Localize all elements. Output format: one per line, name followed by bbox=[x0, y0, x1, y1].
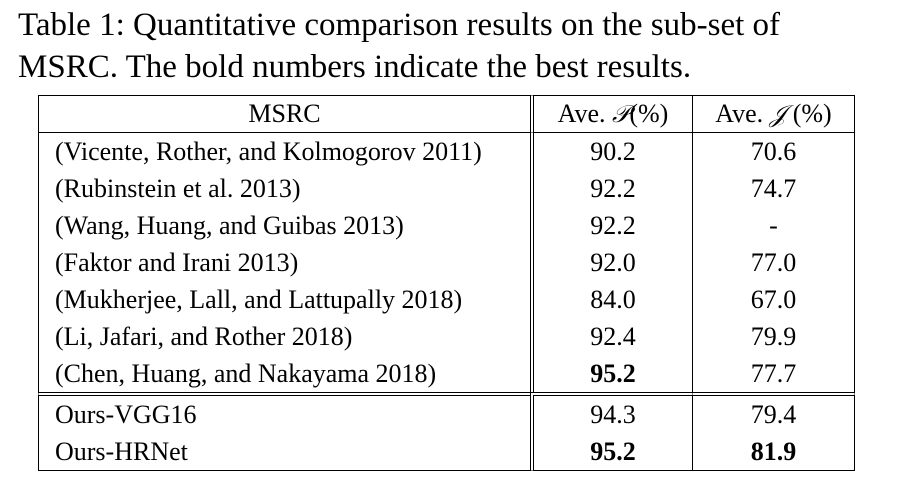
cell-precision: 84.0 bbox=[530, 281, 692, 318]
cell-jaccard: 81.9 bbox=[692, 433, 855, 471]
cell-precision: 90.2 bbox=[530, 133, 692, 170]
cell-jaccard: 79.9 bbox=[692, 318, 855, 355]
cell-method: (Li, Jafari, and Rother 2018) bbox=[38, 318, 530, 355]
cell-precision: 92.2 bbox=[530, 170, 692, 207]
table-row: (Rubinstein et al. 2013) 92.2 74.7 bbox=[38, 170, 855, 207]
cell-precision: 95.2 bbox=[530, 433, 692, 471]
header-jaccard-symbol: 𝒥 bbox=[769, 100, 787, 128]
cell-method: (Vicente, Rother, and Kolmogorov 2011) bbox=[38, 133, 530, 170]
caption-line-1: Table 1: Quantitative comparison results… bbox=[18, 7, 781, 43]
header-jaccard-prefix: Ave. bbox=[715, 99, 770, 128]
header-precision: Ave. 𝒫(%) bbox=[530, 95, 692, 133]
cell-jaccard: 79.4 bbox=[692, 392, 855, 433]
header-method: MSRC bbox=[38, 95, 530, 133]
cell-jaccard: 77.7 bbox=[692, 355, 855, 392]
cell-method: Ours-HRNet bbox=[38, 433, 530, 471]
cell-method: (Mukherjee, Lall, and Lattupally 2018) bbox=[38, 281, 530, 318]
cell-precision: 92.2 bbox=[530, 207, 692, 244]
table-row-ours: Ours-HRNet 95.2 81.9 bbox=[38, 433, 855, 471]
cell-method: (Faktor and Irani 2013) bbox=[38, 244, 530, 281]
cell-jaccard: - bbox=[692, 207, 855, 244]
header-precision-prefix: Ave. bbox=[557, 99, 613, 128]
table-row: (Faktor and Irani 2013) 92.0 77.0 bbox=[38, 244, 855, 281]
table-row: (Chen, Huang, and Nakayama 2018) 95.2 77… bbox=[38, 355, 855, 392]
cell-precision: 92.0 bbox=[530, 244, 692, 281]
cell-method: (Wang, Huang, and Guibas 2013) bbox=[38, 207, 530, 244]
cell-method: (Rubinstein et al. 2013) bbox=[38, 170, 530, 207]
cell-jaccard: 67.0 bbox=[692, 281, 855, 318]
cell-precision: 92.4 bbox=[530, 318, 692, 355]
cell-method: Ours-VGG16 bbox=[38, 392, 530, 433]
table-row-ours: Ours-VGG16 94.3 79.4 bbox=[38, 392, 855, 433]
cell-precision: 95.2 bbox=[530, 355, 692, 392]
table-row: (Li, Jafari, and Rother 2018) 92.4 79.9 bbox=[38, 318, 855, 355]
table-row: (Wang, Huang, and Guibas 2013) 92.2 - bbox=[38, 207, 855, 244]
table-caption: Table 1: Quantitative comparison results… bbox=[18, 4, 898, 88]
cell-jaccard: 77.0 bbox=[692, 244, 855, 281]
table-row: (Mukherjee, Lall, and Lattupally 2018) 8… bbox=[38, 281, 855, 318]
header-precision-suffix: (%) bbox=[629, 99, 669, 128]
caption-line-2: MSRC. The bold numbers indicate the best… bbox=[18, 49, 692, 85]
cell-precision: 94.3 bbox=[530, 392, 692, 433]
header-jaccard: Ave. 𝒥 (%) bbox=[692, 95, 855, 133]
cell-jaccard: 74.7 bbox=[692, 170, 855, 207]
table-header-row: MSRC Ave. 𝒫(%) Ave. 𝒥 (%) bbox=[38, 95, 855, 133]
header-precision-symbol: 𝒫 bbox=[612, 100, 630, 128]
results-table: MSRC Ave. 𝒫(%) Ave. 𝒥 (%) (Vicente, Roth… bbox=[38, 95, 855, 471]
cell-method: (Chen, Huang, and Nakayama 2018) bbox=[38, 355, 530, 392]
cell-jaccard: 70.6 bbox=[692, 133, 855, 170]
results-table-container: MSRC Ave. 𝒫(%) Ave. 𝒥 (%) (Vicente, Roth… bbox=[38, 95, 855, 475]
table-row: (Vicente, Rother, and Kolmogorov 2011) 9… bbox=[38, 133, 855, 170]
header-jaccard-suffix: (%) bbox=[786, 99, 832, 128]
